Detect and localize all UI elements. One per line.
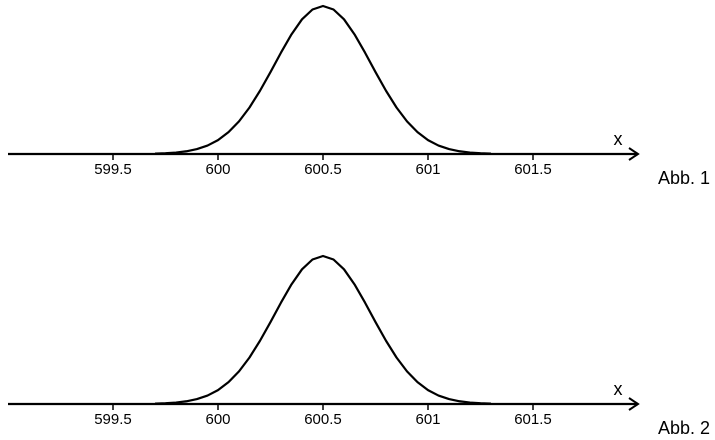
axis-arrow	[628, 147, 640, 161]
x-tick-label: 600	[205, 411, 230, 428]
x-axis-label: x	[614, 129, 623, 149]
figure-caption: Abb. 1	[658, 168, 710, 188]
x-tick-label: 599.5	[94, 161, 132, 178]
x-tick-label: 600.5	[304, 161, 342, 178]
x-tick-label: 600.5	[304, 411, 342, 428]
x-tick-label: 601.5	[514, 161, 552, 178]
density-curve	[154, 4, 492, 155]
x-tick-label: 601	[415, 411, 440, 428]
x-tick-label: 601	[415, 161, 440, 178]
x-axis-label: x	[614, 379, 623, 399]
x-tick-label: 600	[205, 161, 230, 178]
axis-arrow	[628, 397, 640, 411]
x-tick-label: 599.5	[94, 411, 132, 428]
figure-caption: Abb. 2	[658, 418, 710, 438]
density-curve	[154, 254, 492, 405]
x-tick-label: 601.5	[514, 411, 552, 428]
